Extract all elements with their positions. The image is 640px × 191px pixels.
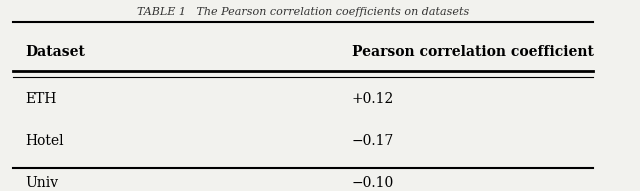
Text: Univ: Univ [26,176,59,190]
Text: −0.17: −0.17 [351,134,394,148]
Text: Dataset: Dataset [26,45,85,59]
Text: Pearson correlation coefficient: Pearson correlation coefficient [351,45,593,59]
Text: Hotel: Hotel [26,134,64,148]
Text: +0.12: +0.12 [351,92,394,106]
Text: ETH: ETH [26,92,57,106]
Text: −0.10: −0.10 [351,176,394,190]
Text: TABLE 1   The Pearson correlation coefficients on datasets: TABLE 1 The Pearson correlation coeffici… [137,7,469,17]
